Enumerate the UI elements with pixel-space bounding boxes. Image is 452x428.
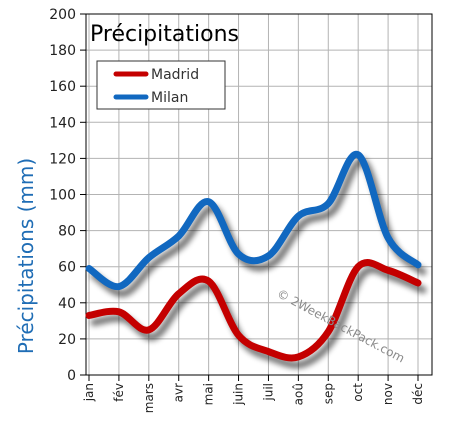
y-tick-label: 180	[49, 43, 76, 59]
y-tick-label: 20	[58, 332, 76, 348]
legend-label-milan: Milan	[151, 90, 188, 106]
y-tick-label: 160	[49, 79, 76, 95]
x-tick-label: oct	[351, 383, 365, 402]
data-point-milan	[238, 253, 240, 255]
data-point-milan	[88, 268, 90, 270]
data-point-madrid	[417, 282, 419, 284]
data-point-milan	[297, 215, 299, 217]
data-point-madrid	[178, 293, 180, 295]
x-tick-label: nov	[381, 383, 395, 405]
data-point-milan	[267, 255, 269, 257]
x-tick-label: déc	[411, 383, 425, 405]
legend-box	[96, 60, 226, 110]
chart-title: Précipitations	[90, 22, 239, 47]
x-tick-label: aoû	[291, 383, 305, 405]
data-point-milan	[148, 257, 150, 259]
x-tick-label: avr	[172, 383, 186, 402]
y-tick-label: 140	[49, 115, 76, 131]
x-tick-label: mai	[202, 383, 216, 405]
y-tick-label: 120	[49, 151, 76, 167]
y-tick-label: 40	[58, 296, 76, 312]
y-tick-label: 0	[67, 368, 76, 384]
data-point-milan	[387, 237, 389, 239]
x-tick-label: juin	[232, 383, 246, 406]
data-point-madrid	[267, 351, 269, 353]
data-point-milan	[417, 264, 419, 266]
y-tick-label: 80	[58, 224, 76, 240]
data-point-milan	[208, 201, 210, 203]
x-tick-label: mars	[142, 383, 156, 413]
legend-label-madrid: Madrid	[151, 67, 199, 83]
data-point-madrid	[387, 269, 389, 271]
x-axis-ticks: jan fév mars avr mai juin juil aoû sep oct nov déc	[82, 375, 425, 413]
series-lines	[85, 151, 422, 362]
data-point-milan	[118, 286, 120, 288]
x-tick-label: fév	[112, 383, 126, 402]
y-axis-label: Précipitations (mm)	[14, 158, 38, 354]
data-point-madrid	[238, 334, 240, 336]
data-point-milan	[357, 154, 359, 156]
y-tick-label: 100	[49, 188, 76, 204]
y-axis-ticks: 0 20 40 60 80 100 120 140 160 180 200	[49, 7, 86, 384]
x-tick-label: sep	[321, 383, 335, 404]
data-point-madrid	[148, 329, 150, 331]
data-point-madrid	[118, 311, 120, 313]
x-tick-label: juil	[261, 383, 275, 402]
data-point-madrid	[88, 314, 90, 316]
data-point-madrid	[208, 280, 210, 282]
data-point-madrid	[297, 356, 299, 358]
y-tick-label: 200	[49, 7, 76, 23]
y-tick-label: 60	[58, 260, 76, 276]
data-point-madrid	[357, 266, 359, 268]
data-point-milan	[327, 203, 329, 205]
series-line-madrid	[85, 259, 422, 362]
x-tick-label: jan	[82, 383, 96, 402]
data-point-milan	[178, 235, 180, 237]
legend: Madrid Milan	[96, 60, 226, 110]
data-point-madrid	[327, 331, 329, 333]
